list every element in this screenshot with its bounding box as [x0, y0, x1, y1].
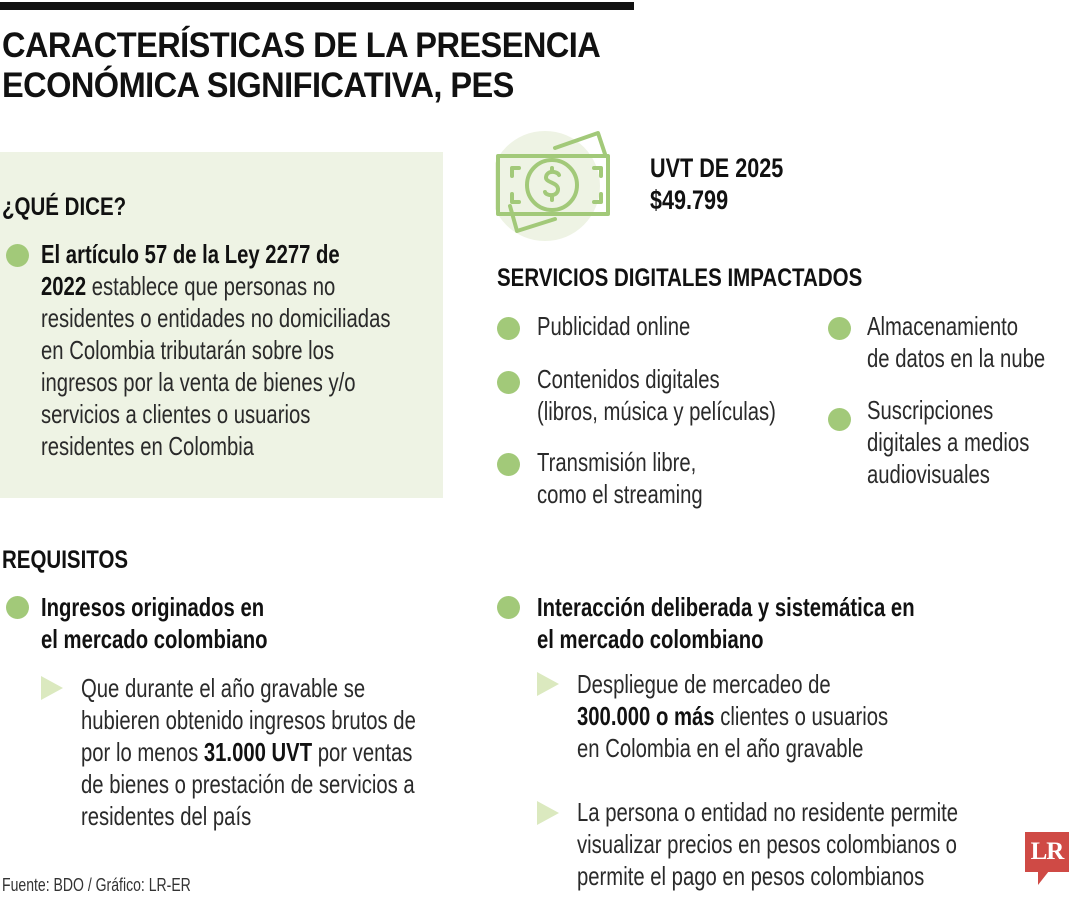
top-rule — [0, 2, 634, 10]
requisito-title: Interacción deliberada y sistemática en … — [537, 592, 915, 654]
bullet-dot-icon — [497, 371, 520, 394]
lr-logo-tail — [1038, 871, 1049, 885]
bullet-dot-icon — [497, 453, 520, 476]
requisito-detail: Despliegue de mercadeo de 300.000 o más … — [577, 669, 889, 763]
clients-threshold: 300.000 o más — [577, 701, 715, 731]
money-bill-icon — [490, 128, 620, 243]
page-title: CARACTERÍSTICAS DE LA PRESENCIA ECONÓMIC… — [2, 26, 653, 106]
source-note: Fuente: BDO / Gráfico: LR-ER — [2, 875, 191, 895]
triangle-bullet-icon — [537, 801, 559, 825]
bullet-dot-icon — [828, 408, 851, 431]
bullet-dot-icon — [6, 596, 29, 619]
servicio-item: Publicidad online — [537, 311, 691, 341]
que-dice-panel — [0, 152, 443, 498]
requisito-detail: Que durante el año gravable se hubieren … — [81, 673, 416, 831]
law-reference: El artículo 57 de la Ley 2277 de — [41, 239, 340, 269]
que-dice-heading: ¿QUÉ DICE? — [2, 193, 127, 221]
bullet-dot-icon — [497, 596, 520, 619]
requisito-title: Ingresos originados en el mercado colomb… — [41, 592, 268, 654]
bullet-dot-icon — [828, 317, 851, 340]
servicios-heading: SERVICIOS DIGITALES IMPACTADOS — [497, 264, 863, 292]
law-year: 2022 — [41, 271, 87, 301]
bullet-dot-icon — [6, 244, 29, 267]
lr-logo: LR — [1025, 832, 1069, 872]
uvt-threshold: 31.000 UVT — [203, 737, 313, 767]
triangle-bullet-icon — [537, 672, 559, 696]
requisitos-heading: REQUISITOS — [2, 546, 129, 574]
servicio-item: Almacenamiento de datos en la nube — [867, 311, 1046, 373]
servicio-item: Contenidos digitales (libros, música y p… — [537, 364, 776, 426]
que-dice-text: El artículo 57 de la Ley 2277 de 2022 es… — [41, 239, 391, 461]
servicio-item: Suscripciones digitales a medios audiovi… — [867, 395, 1030, 489]
title-line-2: ECONÓMICA SIGNIFICATIVA, PES — [2, 66, 514, 105]
uvt-value: $49.799 — [650, 185, 729, 215]
requisito-detail: La persona o entidad no residente permit… — [577, 797, 959, 891]
uvt-info: UVT DE 2025 $49.799 — [650, 152, 783, 216]
uvt-label: UVT DE 2025 — [650, 153, 784, 183]
servicio-item: Transmisión libre, como el streaming — [537, 447, 703, 509]
title-line-1: CARACTERÍSTICAS DE LA PRESENCIA — [2, 26, 601, 65]
bullet-dot-icon — [497, 317, 520, 340]
triangle-bullet-icon — [41, 676, 63, 700]
